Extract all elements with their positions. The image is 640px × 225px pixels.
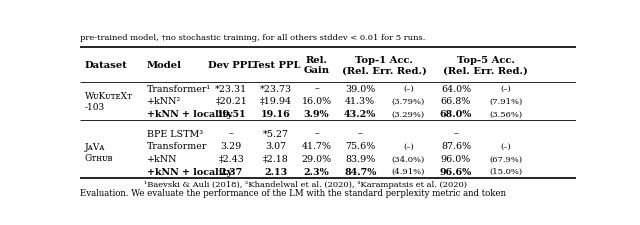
Text: (34.0%): (34.0%): [392, 155, 425, 163]
Text: (15.0%): (15.0%): [489, 167, 522, 176]
Text: Dev PPL: Dev PPL: [208, 61, 255, 70]
Text: +kNN + locality: +kNN + locality: [147, 167, 232, 176]
Text: Model: Model: [147, 61, 182, 70]
Text: Dataset: Dataset: [85, 61, 128, 70]
Text: ¹Baevski & Auli (2018), ²Khandelwal et al. (2020), ³Karampatsis et al. (2020): ¹Baevski & Auli (2018), ²Khandelwal et a…: [145, 181, 467, 189]
Text: 19.16: 19.16: [261, 110, 291, 119]
Text: 75.6%: 75.6%: [345, 142, 376, 151]
Text: 16.0%: 16.0%: [301, 97, 332, 106]
Text: Top-5 Acc.
(Rel. Err. Red.): Top-5 Acc. (Rel. Err. Red.): [444, 55, 528, 75]
Text: –: –: [454, 129, 458, 138]
Text: pre-trained model, †no stochastic training, for all others stddev < 0.01 for 5 r: pre-trained model, †no stochastic traini…: [80, 34, 426, 42]
Text: –: –: [314, 84, 319, 93]
Text: *23.31: *23.31: [215, 84, 247, 93]
Text: 84.7%: 84.7%: [344, 167, 376, 176]
Text: WᴜKᴜᴛᴇXᴛ: WᴜKᴜᴛᴇXᴛ: [85, 92, 133, 101]
Text: 96.0%: 96.0%: [441, 154, 471, 163]
Text: 64.0%: 64.0%: [441, 84, 471, 93]
Text: (–): (–): [403, 85, 413, 93]
Text: (–): (–): [500, 142, 511, 150]
Text: (–): (–): [403, 142, 413, 150]
Text: Transformer¹: Transformer¹: [147, 84, 211, 93]
Text: (3.29%): (3.29%): [392, 110, 425, 118]
Text: -103: -103: [85, 102, 105, 111]
Text: 2.13: 2.13: [264, 167, 287, 176]
Text: 29.0%: 29.0%: [301, 154, 332, 163]
Text: 43.2%: 43.2%: [344, 110, 376, 119]
Text: 96.6%: 96.6%: [440, 167, 472, 176]
Text: (3.79%): (3.79%): [392, 97, 425, 105]
Text: Test PPL: Test PPL: [252, 61, 300, 70]
Text: (3.56%): (3.56%): [489, 110, 522, 118]
Text: ‡20.21: ‡20.21: [216, 97, 247, 106]
Text: 41.3%: 41.3%: [345, 97, 375, 106]
Text: 3.9%: 3.9%: [304, 110, 330, 119]
Text: *23.73: *23.73: [260, 84, 292, 93]
Text: 2.37: 2.37: [220, 167, 243, 176]
Text: Top-1 Acc.
(Rel. Err. Red.): Top-1 Acc. (Rel. Err. Red.): [342, 55, 427, 75]
Text: –: –: [229, 129, 234, 138]
Text: ‡2.18: ‡2.18: [263, 154, 289, 163]
Text: (67.9%): (67.9%): [489, 155, 522, 163]
Text: 2.3%: 2.3%: [304, 167, 330, 176]
Text: (–): (–): [500, 85, 511, 93]
Text: –: –: [314, 129, 319, 138]
Text: 39.0%: 39.0%: [345, 84, 376, 93]
Text: 66.8%: 66.8%: [441, 97, 471, 106]
Text: Evaluation. We evaluate the performance of the LM with the standard perplexity m: Evaluation. We evaluate the performance …: [80, 188, 506, 197]
Text: 3.29: 3.29: [221, 142, 242, 151]
Text: JᴀVᴀ: JᴀVᴀ: [85, 143, 106, 152]
Text: 41.7%: 41.7%: [301, 142, 332, 151]
Text: Gᴛʜᴜʙ: Gᴛʜᴜʙ: [85, 153, 113, 162]
Text: +kNN + locality: +kNN + locality: [147, 110, 232, 119]
Text: (7.91%): (7.91%): [489, 97, 522, 105]
Text: *5.27: *5.27: [263, 129, 289, 138]
Text: BPE LSTM³: BPE LSTM³: [147, 129, 203, 138]
Text: +kNN²: +kNN²: [147, 97, 181, 106]
Text: 3.07: 3.07: [266, 142, 287, 151]
Text: +kNN: +kNN: [147, 154, 177, 163]
Text: ‡2.43: ‡2.43: [218, 154, 244, 163]
Text: 87.6%: 87.6%: [441, 142, 471, 151]
Text: 19.51: 19.51: [216, 110, 246, 119]
Text: (4.91%): (4.91%): [392, 167, 425, 176]
Text: Transformer: Transformer: [147, 142, 207, 151]
Text: ‡19.94: ‡19.94: [260, 97, 292, 106]
Text: 83.9%: 83.9%: [345, 154, 376, 163]
Text: Rel.
Gain: Rel. Gain: [303, 55, 330, 75]
Text: 68.0%: 68.0%: [440, 110, 472, 119]
Text: –: –: [358, 129, 363, 138]
